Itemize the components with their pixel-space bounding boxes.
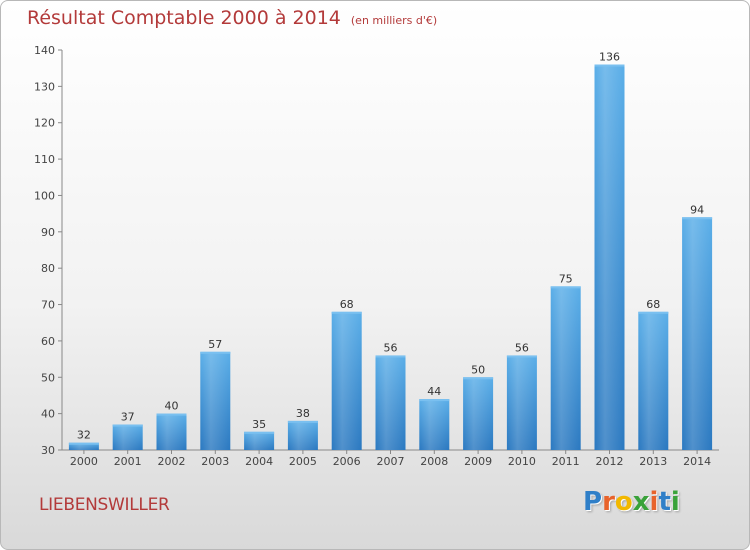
bar-top-edge <box>68 442 99 445</box>
bar-value-label: 50 <box>471 363 485 376</box>
logo-letter: x <box>632 487 650 517</box>
x-tick-label: 2006 <box>333 455 361 468</box>
commune-name: LIEBENSWILLER <box>39 495 170 515</box>
x-tick-label: 2008 <box>420 455 448 468</box>
bar-top-edge <box>331 311 362 314</box>
bar-value-label: 44 <box>427 385 441 398</box>
bar-top-edge <box>463 377 494 380</box>
y-tick-label: 30 <box>41 444 55 457</box>
logo-letter: P <box>583 487 603 517</box>
bar-shine <box>331 311 362 450</box>
x-tick-label: 2003 <box>201 455 229 468</box>
bar-shine <box>68 442 99 450</box>
y-tick-label: 130 <box>34 80 55 93</box>
bar-shine <box>463 377 494 450</box>
x-tick-label: 2004 <box>245 455 273 468</box>
chart-title: Résultat Comptable 2000 à 2014 (en millie… <box>27 7 437 29</box>
bar-value-label: 37 <box>121 411 135 424</box>
bar-value-label: 38 <box>296 407 310 420</box>
y-tick-label: 80 <box>41 262 55 275</box>
x-tick-label: 2001 <box>114 455 142 468</box>
logo-letter: i <box>670 487 680 517</box>
bar-shine <box>287 420 318 450</box>
y-tick-label: 50 <box>41 371 55 384</box>
bar-top-edge <box>375 355 406 358</box>
bar-top-edge <box>594 64 625 67</box>
bar-value-label: 68 <box>646 298 660 311</box>
bar-shine <box>244 431 275 450</box>
x-tick-label: 2014 <box>683 455 711 468</box>
bar-value-label: 56 <box>515 341 529 354</box>
x-tick-label: 2009 <box>464 455 492 468</box>
chart-title-text: Résultat Comptable 2000 à 2014 <box>27 7 341 29</box>
y-tick-label: 140 <box>34 44 55 57</box>
bar-top-edge <box>506 355 537 358</box>
bar-shine <box>200 351 231 450</box>
bar-top-edge <box>682 217 713 220</box>
y-tick-label: 100 <box>34 189 55 202</box>
y-tick-label: 120 <box>34 117 55 130</box>
x-tick-label: 2000 <box>70 455 98 468</box>
bar-top-edge <box>419 399 450 402</box>
x-tick-label: 2010 <box>508 455 536 468</box>
x-tick-label: 2005 <box>289 455 317 468</box>
bar-value-label: 136 <box>599 51 620 64</box>
y-tick-label: 110 <box>34 153 55 166</box>
bar-shine <box>156 413 187 450</box>
bar-top-edge <box>550 286 581 289</box>
x-tick-label: 2012 <box>596 455 624 468</box>
chart-bars: 32 37 40 57 35 38 68 56 44 50 56 75 136 68 94 <box>68 51 713 450</box>
bar-value-label: 32 <box>77 429 91 442</box>
bar-value-label: 40 <box>165 400 179 413</box>
logo-letter: t <box>658 487 671 517</box>
bar-top-edge <box>156 413 187 416</box>
x-tick-label: 2007 <box>377 455 405 468</box>
bar-value-label: 56 <box>384 341 398 354</box>
y-tick-label: 90 <box>41 226 55 239</box>
bar-shine <box>638 311 669 450</box>
x-tick-label: 2013 <box>639 455 667 468</box>
bar-top-edge <box>244 431 275 434</box>
logo-letter: r <box>602 487 615 517</box>
bar-top-edge <box>112 424 143 427</box>
x-tick-label: 2002 <box>158 455 186 468</box>
bar-top-edge <box>638 311 669 314</box>
x-tick-label: 2011 <box>552 455 580 468</box>
y-tick-label: 70 <box>41 299 55 312</box>
logo-letter: i <box>649 487 659 517</box>
bar-shine <box>112 424 143 450</box>
bar-value-label: 35 <box>252 418 266 431</box>
bar-shine <box>550 286 581 450</box>
chart-axes: 30 40 50 60 70 80 90 100 110 120 130 140 2000 2001 200… <box>34 44 719 468</box>
bar-shine <box>594 64 625 450</box>
bar-shine <box>506 355 537 450</box>
chart-title-unit: (en milliers d'€) <box>350 14 438 27</box>
proxiti-logo: Proxiti <box>583 487 680 517</box>
bar-value-label: 57 <box>208 338 222 351</box>
bar-top-edge <box>200 351 231 354</box>
bar-shine <box>375 355 406 450</box>
bar-value-label: 68 <box>340 298 354 311</box>
bar-shine <box>419 399 450 450</box>
y-tick-label: 60 <box>41 335 55 348</box>
bar-top-edge <box>287 420 318 423</box>
logo-letter: o <box>614 487 633 517</box>
bar-shine <box>682 217 713 450</box>
bar-value-label: 75 <box>559 272 573 285</box>
bar-value-label: 94 <box>690 203 704 216</box>
y-tick-label: 40 <box>41 408 55 421</box>
